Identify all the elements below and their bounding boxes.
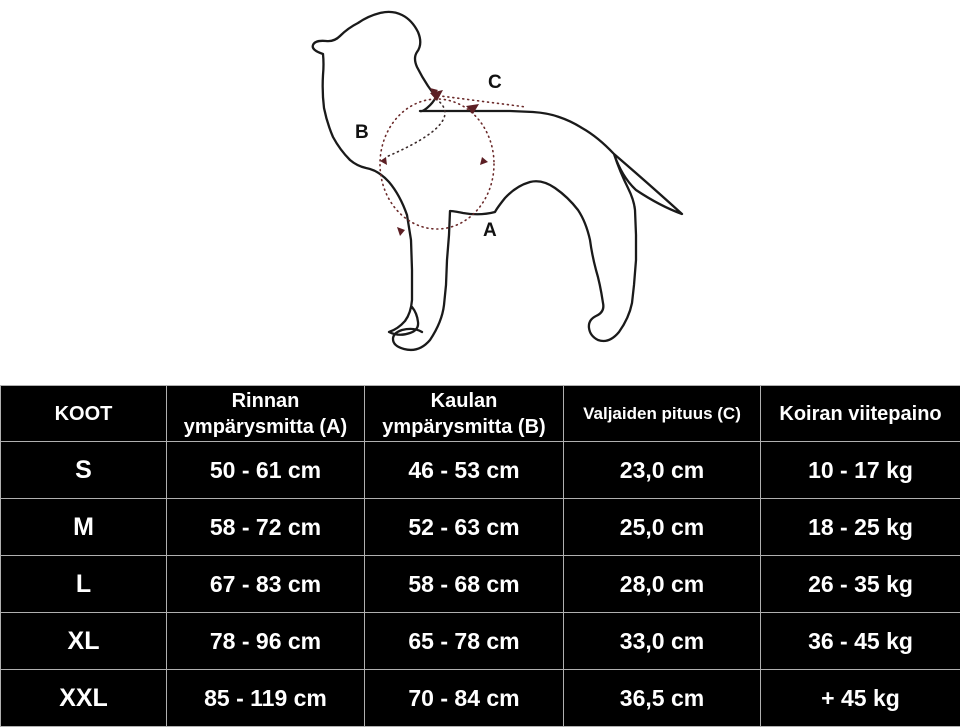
svg-text:B: B <box>355 122 369 143</box>
svg-text:A: A <box>483 220 497 241</box>
svg-text:C: C <box>488 72 502 93</box>
